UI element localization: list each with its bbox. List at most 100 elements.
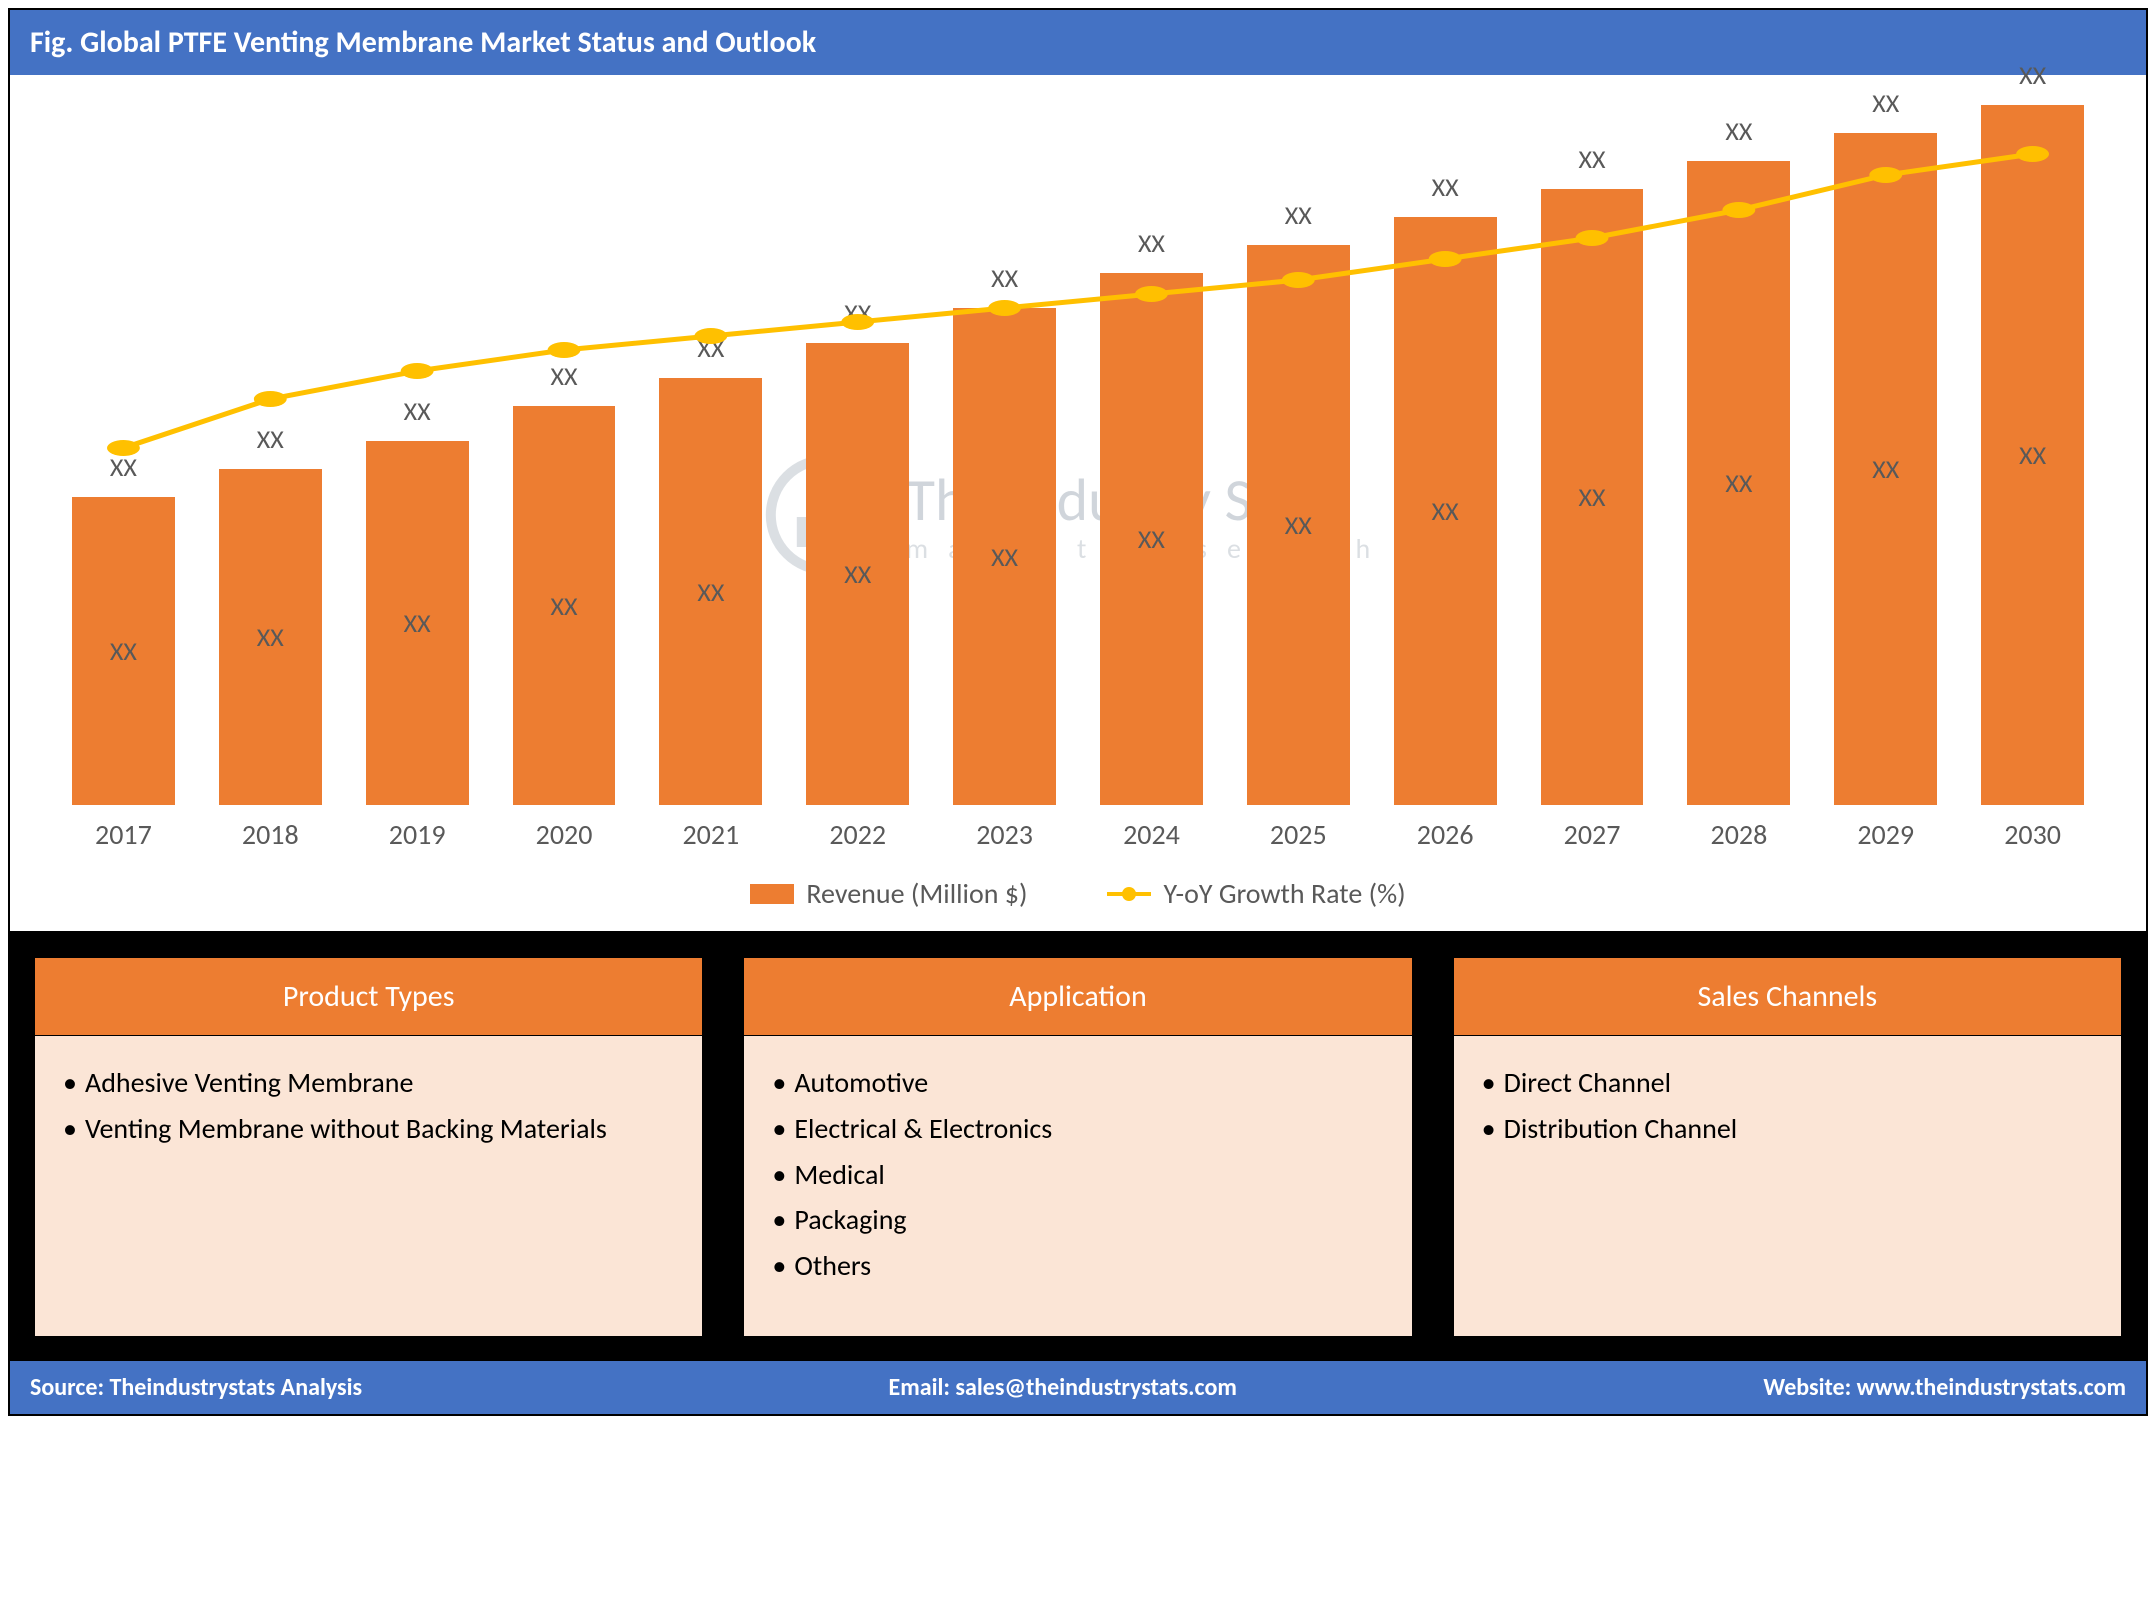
panel-list-item: Direct Channel [1482,1060,2093,1106]
bar-value-label: XX [257,621,284,653]
x-axis: 2017201820192020202120222023202420252026… [50,817,2106,852]
panel-list: Direct ChannelDistribution Channel [1482,1060,2093,1152]
chart-legend: Revenue (Million $) Y-oY Growth Rate (%) [50,876,2106,911]
panel-list-item: Venting Membrane without Backing Materia… [63,1106,674,1152]
x-axis-tick: 2027 [1519,817,1666,852]
bar-value-label: XX [1138,523,1165,555]
x-axis-tick: 2026 [1372,817,1519,852]
bar: XX [806,343,909,805]
bar-top-label: XX [784,297,931,329]
bar: XX [1394,217,1497,805]
panel-list-item: Medical [772,1152,1383,1198]
legend-label-bar: Revenue (Million $) [806,876,1027,911]
bar-slot: XX XX [344,105,491,805]
figure-title: Fig. Global PTFE Venting Membrane Market… [30,24,816,61]
bar: XX [953,308,1056,805]
figure-title-bar: Fig. Global PTFE Venting Membrane Market… [10,10,2146,75]
figure-container: Fig. Global PTFE Venting Membrane Market… [8,8,2148,1416]
bar-slot: XX XX [784,105,931,805]
bar-value-label: XX [404,607,431,639]
bar-value-label: XX [1725,467,1752,499]
bar-top-label: XX [1078,227,1225,259]
bar-slot: XX XX [1078,105,1225,805]
chart-region: The Industry Stats market research XXXXX… [10,75,2146,933]
x-axis-tick: 2019 [344,817,491,852]
bar-slot: XX XX [931,105,1078,805]
panel-list-item: Adhesive Venting Membrane [63,1060,674,1106]
legend-swatch-bar [750,884,794,904]
bar-slot: XX XX [1665,105,1812,805]
panel-body: Adhesive Venting MembraneVenting Membran… [35,1036,702,1336]
bar-top-label: XX [1372,171,1519,203]
x-axis-tick: 2023 [931,817,1078,852]
bar-top-label: XX [1665,115,1812,147]
bar-slot: XX XX [1519,105,1666,805]
x-axis-tick: 2020 [491,817,638,852]
x-axis-tick: 2018 [197,817,344,852]
info-panel: Application AutomotiveElectrical & Electr… [743,957,1412,1337]
x-axis-tick: 2024 [1078,817,1225,852]
bar-value-label: XX [991,541,1018,573]
bar-slot: XX XX [637,105,784,805]
bar-value-label: XX [1579,481,1606,513]
bar-slot: XXXX [1959,105,2106,805]
bar: XX [1247,245,1350,805]
panel-list-item: Distribution Channel [1482,1106,2093,1152]
bar: XX [72,497,175,805]
x-axis-tick: 2030 [1959,817,2106,852]
x-axis-tick: 2021 [637,817,784,852]
x-axis-tick: 2017 [50,817,197,852]
bar-value-label: XX [1872,453,1899,485]
panel-body: Direct ChannelDistribution Channel [1454,1036,2121,1336]
bar: XX [1981,105,2084,805]
bar-top-label: XX [1959,59,2106,91]
bar-value-label: XX [110,635,137,667]
bar-top-label: XX [1519,143,1666,175]
legend-item-revenue: Revenue (Million $) [750,876,1027,911]
bar-top-label: XX [1225,199,1372,231]
bar-top-label: XX [637,332,784,364]
bar-value-label: XX [550,590,577,622]
panel-list: Adhesive Venting MembraneVenting Membran… [63,1060,674,1152]
bar: XX [366,441,469,805]
bar-slot: XXXX [1812,105,1959,805]
bar-slot: XX XX [1225,105,1372,805]
bar-slot: XX XX [197,105,344,805]
x-axis-tick: 2028 [1665,817,1812,852]
bar-top-label: XX [931,262,1078,294]
panel-header: Application [744,958,1411,1036]
bars-row: XXXXXXXXXXXXXXXXXXXXXXXXXXXXXXXXXXXXXXXX… [50,105,2106,805]
chart-plot: XXXXXXXXXXXXXXXXXXXXXXXXXXXXXXXXXXXXXXXX… [50,105,2106,805]
bar-value-label: XX [1285,509,1312,541]
bar-top-label: XX [344,395,491,427]
x-axis-tick: 2029 [1812,817,1959,852]
panel-body: AutomotiveElectrical & ElectronicsMedica… [744,1036,1411,1336]
panel-list-item: Packaging [772,1197,1383,1243]
bar-top-label: XX [197,423,344,455]
x-axis-tick: 2025 [1225,817,1372,852]
footer-website: Website: www.theindustrystats.com [1763,1373,2126,1402]
bar-top-label: XX [491,360,638,392]
legend-swatch-line [1107,892,1151,896]
panels-row: Product Types Adhesive Venting MembraneVe… [10,933,2146,1361]
bar: XX [1100,273,1203,805]
footer-bar: Source: Theindustrystats Analysis Email:… [10,1361,2146,1414]
bar-value-label: XX [844,558,871,590]
panel-header: Product Types [35,958,702,1036]
footer-source: Source: Theindustrystats Analysis [30,1373,362,1402]
panel-list-item: Automotive [772,1060,1383,1106]
bar-slot: XX XX [1372,105,1519,805]
x-axis-tick: 2022 [784,817,931,852]
legend-item-growth: Y-oY Growth Rate (%) [1107,876,1405,911]
bar-value-label: XX [1432,495,1459,527]
info-panel: Sales ChannelsDirect ChannelDistribution… [1453,957,2122,1337]
panel-list: AutomotiveElectrical & ElectronicsMedica… [772,1060,1383,1289]
bar-value-label: XX [2019,439,2046,471]
panel-list-item: Electrical & Electronics [772,1106,1383,1152]
bar-top-label: XX [50,451,197,483]
bar: XX [1541,189,1644,805]
bar: XX [219,469,322,805]
bar: XX [659,378,762,805]
panel-list-item: Others [772,1243,1383,1289]
bar-value-label: XX [697,576,724,608]
